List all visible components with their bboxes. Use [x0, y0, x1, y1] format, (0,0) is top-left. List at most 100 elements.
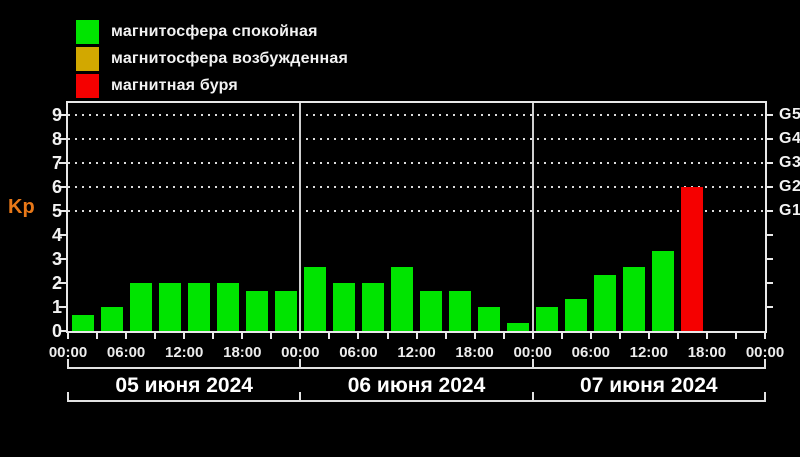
date-bracket-tick [299, 359, 302, 369]
x-axis-tick [415, 333, 418, 339]
kp-bar [536, 307, 559, 331]
gridline-kp6 [68, 186, 765, 188]
g-scale-label-g4: G4 [779, 130, 800, 147]
date-label: 06 июня 2024 [347, 374, 486, 397]
x-axis-tick [618, 333, 621, 339]
kp-bar [71, 315, 94, 331]
y-axis-tick-label: 6 [51, 177, 62, 197]
date-bracket-line [68, 367, 765, 369]
time-tick-label: 06:00 [571, 344, 610, 361]
plot-area [66, 101, 767, 333]
quiet-swatch-icon [76, 20, 99, 44]
y-axis-tick-label: 4 [51, 225, 62, 245]
kp-bar [390, 267, 413, 331]
gridline-kp7 [68, 162, 765, 164]
g-scale-label-g5: G5 [779, 106, 800, 123]
y-axis-title: Kp [8, 196, 35, 218]
y-axis-tick [59, 186, 67, 188]
x-axis-tick [502, 333, 505, 339]
x-axis-tick [589, 333, 592, 339]
x-axis-tick [386, 333, 389, 339]
y-axis-tick [59, 114, 67, 116]
x-axis-tick [473, 333, 476, 339]
x-axis-tick [647, 333, 650, 339]
x-axis-tick [531, 333, 534, 339]
g-scale-label-g3: G3 [779, 154, 800, 171]
right-axis-tick [765, 210, 773, 212]
y-axis-tick-label: 9 [51, 105, 62, 125]
legend-label: магнитосфера спокойная [111, 23, 318, 40]
y-axis-tick [59, 282, 67, 284]
x-axis-tick [444, 333, 447, 339]
y-axis-tick [59, 138, 67, 140]
legend-item-storm: магнитная буря [76, 74, 348, 98]
time-tick-label: 00:00 [513, 344, 552, 361]
x-axis-tick [676, 333, 679, 339]
kp-bar [187, 283, 210, 331]
kp-bar [274, 291, 297, 331]
date-bracket-tick [299, 392, 302, 402]
y-axis-tick [59, 330, 67, 332]
x-axis-tick [270, 333, 273, 339]
x-axis-tick [67, 333, 69, 339]
y-axis-tick [59, 306, 67, 308]
date-bracket-tick [531, 392, 534, 402]
kp-bar [449, 291, 472, 331]
storm-swatch-icon [76, 74, 99, 98]
excited-swatch-icon [76, 47, 99, 71]
day-divider [531, 103, 534, 331]
legend: магнитосфера спокойная магнитосфера возбу… [76, 20, 348, 101]
date-bracket-tick [67, 359, 69, 369]
y-axis-tick-label: 2 [51, 273, 62, 293]
time-tick-label: 12:00 [165, 344, 204, 361]
y-axis-tick-label: 1 [51, 297, 62, 317]
date-bracket-tick [531, 359, 534, 369]
right-axis-tick [765, 234, 773, 236]
x-axis-tick [328, 333, 331, 339]
y-axis-tick-label: 5 [51, 201, 62, 221]
gridline-kp8 [68, 138, 765, 140]
kp-bar [594, 275, 617, 331]
time-tick-label: 12:00 [397, 344, 436, 361]
time-tick-label: 06:00 [106, 344, 146, 361]
kp-bar [681, 187, 704, 331]
x-axis-tick [299, 333, 302, 339]
date-bracket-tick [764, 359, 766, 369]
kp-bar [245, 291, 268, 331]
x-axis-tick [212, 333, 215, 339]
legend-item-quiet: магнитосфера спокойная [76, 20, 348, 44]
time-tick-label: 00:00 [281, 344, 320, 361]
date-bracket-line [68, 400, 765, 402]
kp-bar [420, 291, 442, 331]
right-axis-tick [765, 306, 773, 308]
x-axis-tick [357, 333, 360, 339]
legend-item-excited: магнитосфера возбужденная [76, 47, 348, 71]
x-axis-tick [154, 333, 157, 339]
y-axis-tick [59, 210, 67, 212]
date-label: 07 июня 2024 [580, 374, 718, 397]
time-tick-label: 18:00 [455, 344, 494, 361]
time-tick-label: 18:00 [687, 344, 727, 361]
kp-bar [507, 323, 530, 331]
time-tick-label: 00:00 [48, 344, 88, 361]
legend-label: магнитосфера возбужденная [111, 50, 349, 67]
g-scale-label-g2: G2 [779, 178, 800, 195]
y-axis-tick-label: 0 [51, 321, 62, 341]
y-axis-tick [59, 162, 67, 164]
x-axis-tick [764, 333, 766, 339]
x-axis-tick [96, 333, 98, 339]
kp-bar [100, 307, 123, 331]
x-axis-tick [241, 333, 244, 339]
time-tick-label: 00:00 [745, 344, 785, 361]
kp-bar [158, 283, 181, 331]
y-axis-tick-label: 8 [51, 129, 62, 149]
y-axis-tick [59, 258, 67, 260]
date-bracket-tick [764, 392, 766, 402]
time-tick-label: 06:00 [339, 344, 378, 361]
gridline-kp9 [68, 114, 765, 116]
x-axis-tick [705, 333, 708, 339]
kp-bar [652, 251, 675, 331]
kp-bar [565, 299, 588, 331]
time-tick-label: 12:00 [629, 344, 668, 361]
kp-bar [303, 267, 326, 331]
